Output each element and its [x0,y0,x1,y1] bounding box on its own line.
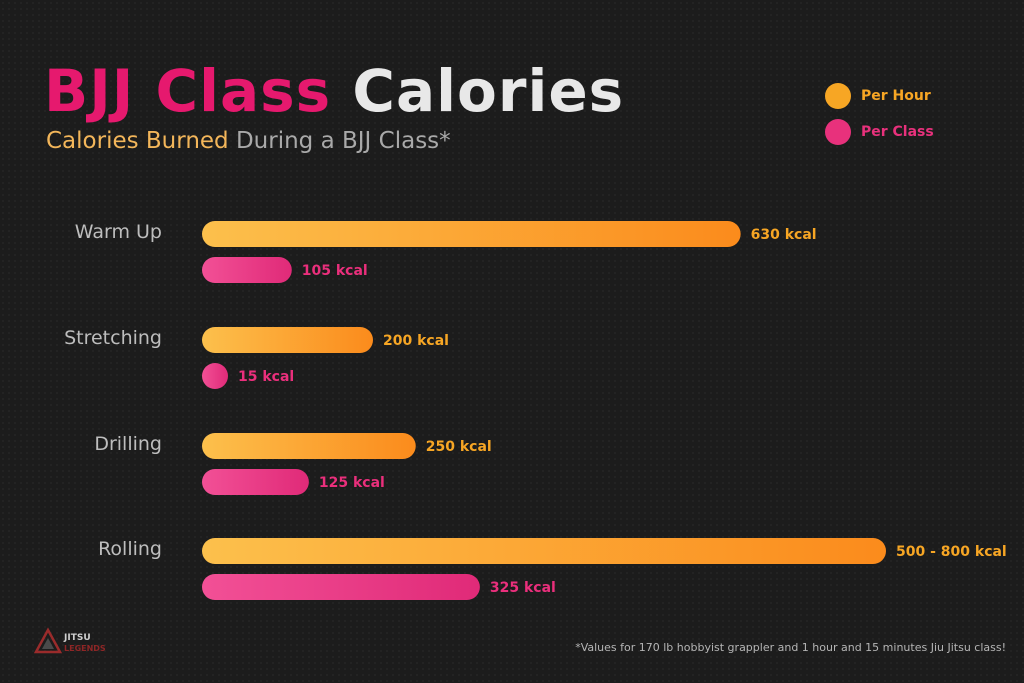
category-label-drilling: Drilling [94,433,162,455]
footnote: *Values for 170 lb hobbyist grappler and… [575,641,1006,654]
logo-text-line1: JITSU [63,633,91,643]
title-part-2: Calories [352,57,625,125]
legend-swatch-per-hour [825,83,851,109]
value-label-warm-up-per-hour: 630 kcal [751,227,817,243]
category-label-rolling: Rolling [98,538,162,560]
legend-label-per-class: Per Class [861,124,934,140]
brand-logo: JITSU LEGENDS [34,626,114,656]
bar-rolling-per-class [202,574,480,600]
bar-stretching-per-class [202,363,228,389]
legend-label-per-hour: Per Hour [861,88,931,104]
subtitle-part-2: During a BJJ Class* [228,128,451,154]
legend-swatch-per-class [825,119,851,145]
bar-warm-up-per-hour [202,221,741,247]
value-label-stretching-per-hour: 200 kcal [383,333,449,349]
bar-drilling-per-hour [202,433,416,459]
logo-icon: JITSU LEGENDS [34,627,106,654]
subtitle-part-1: Calories Burned [46,128,229,154]
value-label-drilling-per-class: 125 kcal [319,475,385,491]
bar-drilling-per-class [202,469,309,495]
value-label-warm-up-per-class: 105 kcal [302,263,368,279]
bar-warm-up-per-class [202,257,292,283]
category-label-stretching: Stretching [64,327,162,349]
legend-item-per-class: Per Class [825,118,1005,146]
logo-text-line2: LEGENDS [64,644,106,653]
subtitle: Calories Burned During a BJJ Class* [46,126,451,156]
bar-stretching-per-hour [202,327,373,353]
chart-legend: Per Hour Per Class [825,82,1005,154]
value-label-stretching-per-class: 15 kcal [238,369,294,385]
value-label-rolling-per-class: 325 kcal [490,580,556,596]
bar-rolling-per-hour [202,538,886,564]
value-label-drilling-per-hour: 250 kcal [426,439,492,455]
legend-item-per-hour: Per Hour [825,82,1005,110]
category-label-warm-up: Warm Up [75,221,162,243]
page-title: BJJ Class Calories [44,56,624,126]
title-part-1: BJJ Class [44,57,332,125]
value-label-rolling-per-hour: 500 - 800 kcal [896,544,1007,560]
